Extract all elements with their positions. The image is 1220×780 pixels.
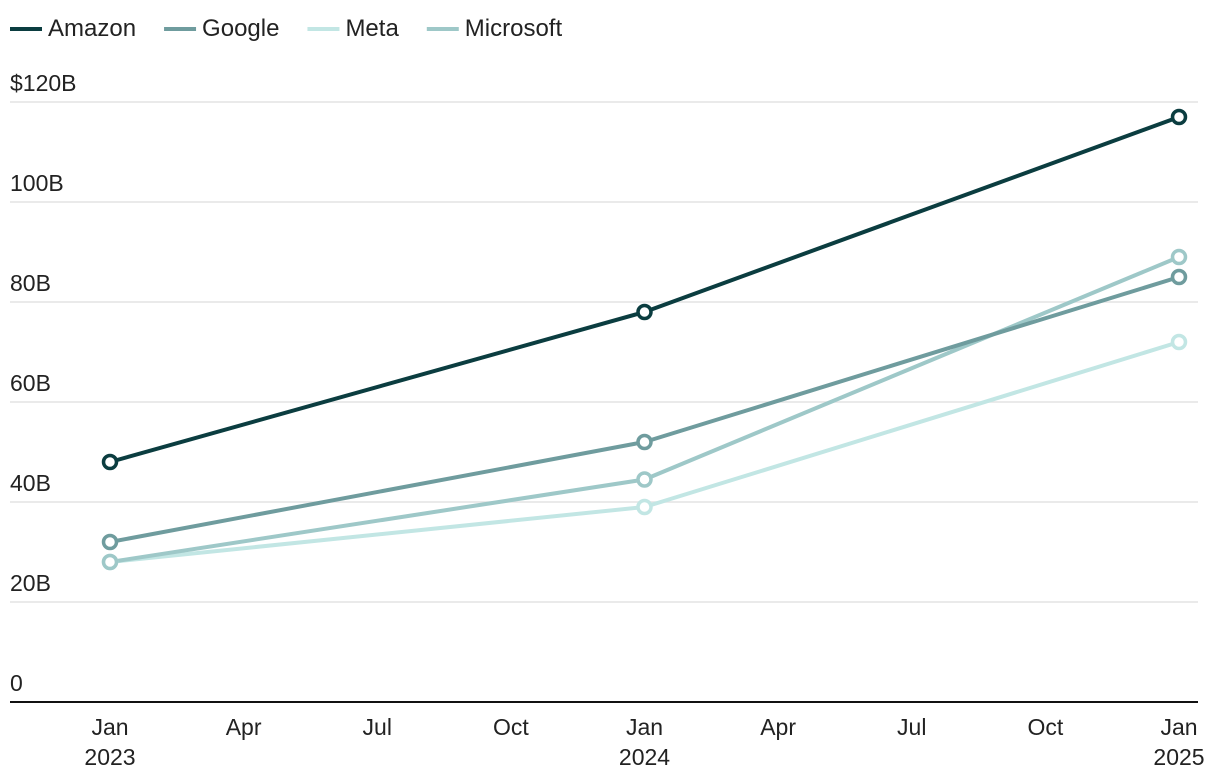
y-tick-label: 60B	[10, 370, 51, 396]
legend-label: Amazon	[48, 15, 136, 42]
y-tick-label: 80B	[10, 270, 51, 296]
x-tick-label: Jul	[897, 714, 926, 740]
data-point-google	[101, 533, 119, 551]
x-tick-label: Oct	[1027, 714, 1063, 740]
data-point-meta	[636, 498, 653, 516]
legend: Amazon Google Meta Microsoft	[10, 15, 562, 42]
legend-item-google: Google	[164, 15, 279, 42]
x-tick-label: Apr	[226, 714, 262, 740]
x-tick-label: Apr	[760, 714, 796, 740]
y-axis: $120B 100B 80B 60B 40B 20B 0	[10, 70, 77, 696]
y-tick-label: $120B	[10, 70, 77, 96]
x-tick-label: Jan	[1160, 714, 1197, 740]
legend-label: Microsoft	[465, 15, 563, 42]
x-tick-label: Oct	[493, 714, 529, 740]
y-tick-label: 20B	[10, 570, 51, 596]
x-tick-label: Jan	[91, 714, 128, 740]
legend-item-microsoft: Microsoft	[426, 15, 563, 42]
series-markers	[101, 108, 1188, 571]
gridlines	[10, 101, 1198, 703]
x-tick-label: Jul	[363, 714, 392, 740]
data-point-amazon	[101, 453, 119, 471]
data-point-meta	[1170, 333, 1188, 351]
x-tick-year-label: 2024	[619, 744, 670, 770]
x-axis: Jan 2023 Apr Jul Oct Jan 2024 Apr Jul Oct Jan 2025	[84, 714, 1204, 770]
data-point-amazon	[636, 303, 653, 321]
data-point-google	[636, 433, 653, 451]
series-lines	[108, 115, 1181, 564]
data-point-amazon	[1170, 108, 1188, 126]
x-tick-year-label: 2023	[84, 744, 135, 770]
data-point-microsoft	[101, 553, 119, 571]
y-tick-label: 0	[10, 670, 23, 696]
data-point-google	[1170, 268, 1188, 286]
data-point-microsoft	[1170, 248, 1188, 266]
x-tick-year-label: 2025	[1153, 744, 1204, 770]
legend-label: Google	[202, 15, 279, 42]
legend-item-meta: Meta	[307, 15, 399, 42]
data-point-microsoft	[636, 471, 653, 488]
series-line-meta	[108, 340, 1181, 564]
y-tick-label: 40B	[10, 470, 51, 496]
y-tick-label: 100B	[10, 170, 64, 196]
x-tick-label: Jan	[626, 714, 663, 740]
series-line-amazon	[108, 115, 1181, 464]
legend-label: Meta	[345, 15, 399, 42]
legend-item-amazon: Amazon	[10, 15, 136, 42]
